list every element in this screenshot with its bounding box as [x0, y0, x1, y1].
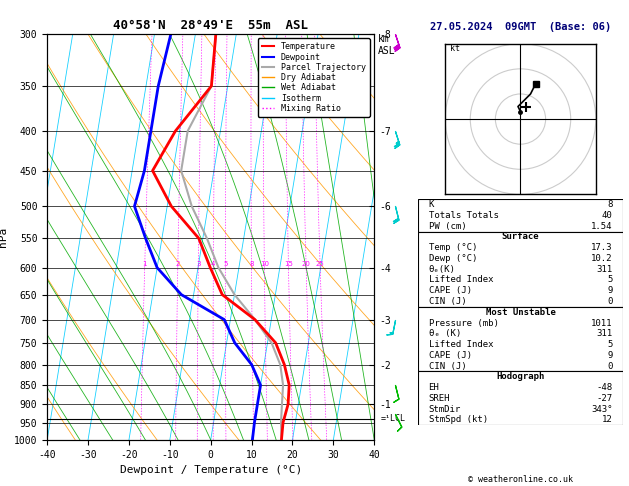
- Text: 1.54: 1.54: [591, 222, 613, 231]
- Text: 5: 5: [607, 340, 613, 349]
- Text: PW (cm): PW (cm): [428, 222, 466, 231]
- Legend: Temperature, Dewpoint, Parcel Trajectory, Dry Adiabat, Wet Adiabat, Isotherm, Mi: Temperature, Dewpoint, Parcel Trajectory…: [258, 38, 370, 117]
- Text: 8: 8: [607, 200, 613, 209]
- Text: kt: kt: [450, 44, 460, 53]
- Text: 40°58'N  28°49'E  55m  ASL: 40°58'N 28°49'E 55m ASL: [113, 18, 308, 32]
- Text: 25: 25: [316, 261, 325, 267]
- Text: 9: 9: [607, 286, 613, 295]
- Text: Lifted Index: Lifted Index: [428, 340, 493, 349]
- Text: -27: -27: [596, 394, 613, 403]
- Text: CIN (J): CIN (J): [428, 297, 466, 306]
- Text: 10: 10: [260, 261, 269, 267]
- Text: 0: 0: [607, 362, 613, 370]
- Text: 20: 20: [302, 261, 311, 267]
- Text: 9: 9: [607, 351, 613, 360]
- Text: 4: 4: [211, 261, 216, 267]
- Text: Most Unstable: Most Unstable: [486, 308, 555, 317]
- Text: 3: 3: [196, 261, 201, 267]
- Text: θₑ (K): θₑ (K): [428, 330, 461, 338]
- Bar: [418, 307, 623, 371]
- Text: 311: 311: [596, 330, 613, 338]
- Text: Temp (°C): Temp (°C): [428, 243, 477, 252]
- Text: 8: 8: [249, 261, 253, 267]
- Text: CIN (J): CIN (J): [428, 362, 466, 370]
- Text: Dewp (°C): Dewp (°C): [428, 254, 477, 263]
- Text: © weatheronline.co.uk: © weatheronline.co.uk: [468, 474, 573, 484]
- Text: =¹LCL: =¹LCL: [381, 415, 405, 423]
- Text: 12: 12: [602, 416, 613, 424]
- Text: SREH: SREH: [428, 394, 450, 403]
- Text: km
ASL: km ASL: [377, 34, 395, 55]
- Text: 10.2: 10.2: [591, 254, 613, 263]
- Bar: [418, 371, 623, 425]
- Text: K: K: [428, 200, 434, 209]
- Text: 40: 40: [602, 211, 613, 220]
- Text: 17.3: 17.3: [591, 243, 613, 252]
- Text: 5: 5: [223, 261, 228, 267]
- Text: 1011: 1011: [591, 318, 613, 328]
- Bar: [418, 199, 623, 231]
- Text: θₑ(K): θₑ(K): [428, 265, 455, 274]
- Text: 311: 311: [596, 265, 613, 274]
- Text: 5: 5: [607, 276, 613, 284]
- Text: -48: -48: [596, 383, 613, 392]
- Text: CAPE (J): CAPE (J): [428, 286, 472, 295]
- Text: StmSpd (kt): StmSpd (kt): [428, 416, 487, 424]
- Text: StmDir: StmDir: [428, 405, 461, 414]
- Text: 27.05.2024  09GMT  (Base: 06): 27.05.2024 09GMT (Base: 06): [430, 21, 611, 32]
- Text: 2: 2: [175, 261, 180, 267]
- Text: Pressure (mb): Pressure (mb): [428, 318, 498, 328]
- Text: Totals Totals: Totals Totals: [428, 211, 498, 220]
- Text: EH: EH: [428, 383, 439, 392]
- Y-axis label: hPa: hPa: [0, 227, 8, 247]
- Bar: [418, 231, 623, 307]
- Text: Hodograph: Hodograph: [496, 372, 545, 382]
- Text: Surface: Surface: [502, 232, 539, 242]
- X-axis label: Dewpoint / Temperature (°C): Dewpoint / Temperature (°C): [120, 465, 302, 475]
- Text: 0: 0: [607, 297, 613, 306]
- Text: 343°: 343°: [591, 405, 613, 414]
- Text: Lifted Index: Lifted Index: [428, 276, 493, 284]
- Text: 1: 1: [142, 261, 147, 267]
- Text: CAPE (J): CAPE (J): [428, 351, 472, 360]
- Text: 15: 15: [284, 261, 293, 267]
